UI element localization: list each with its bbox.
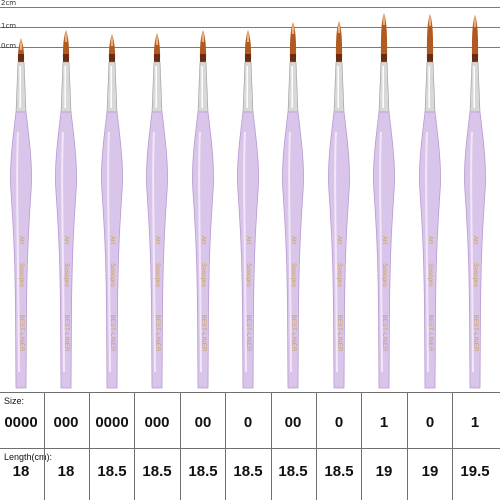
table-column-divider [361, 392, 362, 500]
paint-brush: Art Sosopro BEST-LINER [415, 0, 445, 390]
paint-brush: Art Sosopro BEST-LINER [142, 0, 172, 390]
size-cell: 0000 [95, 414, 129, 431]
handle-model-text: BEST-LINER [290, 314, 296, 352]
size-row-label: Size: [4, 396, 25, 406]
scale-label-0cm: 0cm [1, 42, 17, 50]
paint-brush: Art Sosopro BEST-LINER [233, 0, 263, 390]
handle-brand-text: Sosopro [336, 263, 342, 287]
length-cell: 18.5 [188, 463, 218, 480]
length-cell: 18.5 [97, 463, 127, 480]
table-top-border [0, 392, 500, 393]
handle-brand-text: Sosopro [109, 263, 115, 287]
table-column-divider [452, 392, 453, 500]
handle-brand-text: Sosopro [18, 263, 24, 287]
paint-brush: Art Sosopro BEST-LINER [324, 0, 354, 390]
size-cell: 1 [470, 414, 480, 431]
handle-model-text: BEST-LINER [63, 314, 69, 352]
paint-brush: Art Sosopro BEST-LINER [188, 0, 218, 390]
handle-model-text: BEST-LINER [336, 314, 342, 352]
table-column-divider [180, 392, 181, 500]
length-cell: 18.5 [233, 463, 263, 480]
length-cell: 18 [12, 463, 30, 480]
handle-brand-text: Sosopro [427, 263, 433, 287]
scale-label-2cm: 2cm [1, 0, 17, 7]
table-column-divider [271, 392, 272, 500]
handle-grade-text: Art [381, 235, 387, 245]
handle-brand-text: Sosopro [200, 263, 206, 287]
scale-label-1cm: 1cm [1, 22, 17, 30]
length-cell: 18.5 [142, 463, 172, 480]
length-cell: 19 [375, 463, 393, 480]
size-cell: 1 [379, 414, 389, 431]
length-cell: 18 [57, 463, 75, 480]
table-column-divider [44, 392, 45, 500]
handle-grade-text: Art [472, 235, 478, 245]
handle-grade-text: Art [200, 235, 206, 245]
length-cell: 18.5 [278, 463, 308, 480]
paint-brush: Art Sosopro BEST-LINER [369, 0, 399, 390]
handle-brand-text: Sosopro [245, 263, 251, 287]
scale-line-1cm [0, 27, 500, 28]
size-cell: 0 [425, 414, 435, 431]
handle-grade-text: Art [427, 235, 433, 245]
size-cell: 0000 [4, 414, 38, 431]
handle-grade-text: Art [109, 235, 115, 245]
handle-model-text: BEST-LINER [154, 314, 160, 352]
handle-model-text: BEST-LINER [427, 314, 433, 352]
table-column-divider [407, 392, 408, 500]
handle-model-text: BEST-LINER [245, 314, 251, 352]
handle-brand-text: Sosopro [381, 263, 387, 287]
table-column-divider [225, 392, 226, 500]
scale-line-2cm [0, 7, 500, 8]
table-column-divider [316, 392, 317, 500]
handle-grade-text: Art [245, 235, 251, 245]
size-cell: 0 [243, 414, 253, 431]
handle-brand-text: Sosopro [472, 263, 478, 287]
paint-brush: Art Sosopro BEST-LINER [6, 0, 36, 390]
handle-brand-text: Sosopro [63, 263, 69, 287]
handle-grade-text: Art [154, 235, 160, 245]
handle-model-text: BEST-LINER [381, 314, 387, 352]
handle-brand-text: Sosopro [290, 263, 296, 287]
handle-model-text: BEST-LINER [109, 314, 115, 352]
handle-grade-text: Art [336, 235, 342, 245]
table-column-divider [89, 392, 90, 500]
handle-grade-text: Art [290, 235, 296, 245]
handle-model-text: BEST-LINER [472, 314, 478, 352]
length-cell: 19.5 [460, 463, 490, 480]
table-middle-border [0, 448, 500, 449]
handle-brand-text: Sosopro [154, 263, 160, 287]
handle-model-text: BEST-LINER [200, 314, 206, 352]
paint-brush: Art Sosopro BEST-LINER [460, 0, 490, 390]
length-cell: 19 [421, 463, 439, 480]
handle-grade-text: Art [63, 235, 69, 245]
handle-model-text: BEST-LINER [18, 314, 24, 352]
table-column-divider [134, 392, 135, 500]
length-cell: 18.5 [324, 463, 354, 480]
handle-grade-text: Art [18, 235, 24, 245]
size-cell: 00 [194, 414, 212, 431]
paint-brush: Art Sosopro BEST-LINER [51, 0, 81, 390]
size-cell: 0 [334, 414, 344, 431]
length-row-label: Length(cm): [4, 452, 53, 462]
paint-brush: Art Sosopro BEST-LINER [278, 0, 308, 390]
size-cell: 000 [144, 414, 170, 431]
paint-brush: Art Sosopro BEST-LINER [97, 0, 127, 390]
size-cell: 000 [53, 414, 79, 431]
size-cell: 00 [284, 414, 302, 431]
